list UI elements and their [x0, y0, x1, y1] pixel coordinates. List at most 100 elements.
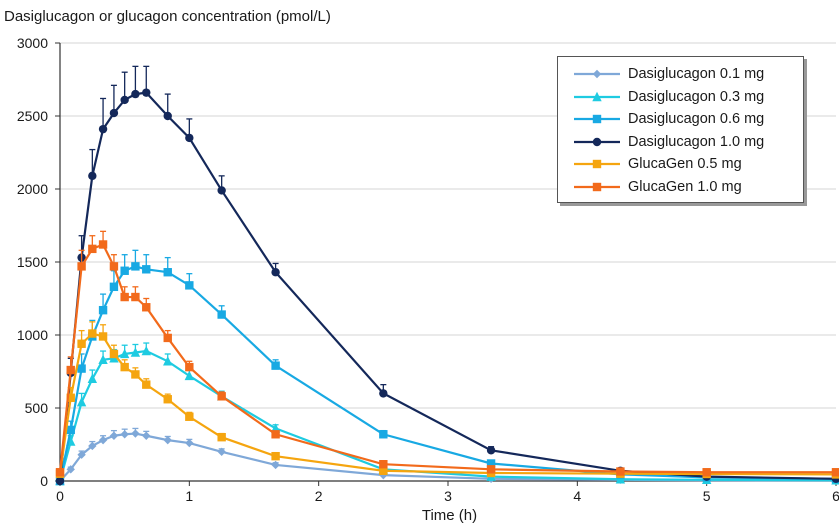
data-point [271, 268, 280, 277]
y-tick-label: 1000 [17, 327, 48, 343]
data-point [217, 447, 226, 456]
data-point [142, 303, 151, 312]
data-point [271, 451, 280, 461]
data-point [98, 332, 108, 341]
data-point [379, 460, 388, 469]
legend: Dasiglucagon 0.1 mg Dasiglucagon 0.3 mg Da… [557, 56, 804, 203]
data-point [88, 329, 97, 338]
data-point [379, 389, 388, 398]
data-point [163, 333, 172, 343]
data-point [98, 124, 108, 134]
x-axis-label: Time (h) [421, 507, 478, 524]
legend-label: GlucaGen 0.5 mg [628, 156, 742, 173]
x-tick-label: 4 [573, 488, 581, 504]
data-point [131, 89, 140, 99]
data-point [142, 380, 151, 389]
legend-swatch [574, 182, 620, 191]
data-point [379, 430, 388, 439]
data-point [185, 281, 194, 290]
data-point [217, 392, 226, 401]
data-point [109, 282, 119, 292]
data-point [109, 349, 119, 359]
data-point [98, 435, 108, 445]
data-point [185, 412, 194, 421]
data-point [163, 268, 172, 277]
data-point [55, 468, 65, 477]
data-point [120, 292, 129, 302]
data-point [55, 476, 65, 486]
legend-entry: Dasiglucagon 0.6 mg [572, 108, 803, 131]
data-point [163, 435, 172, 445]
legend-swatch-marker [592, 160, 602, 169]
data-point [271, 361, 280, 370]
data-point [141, 345, 151, 356]
data-point [702, 468, 711, 477]
data-point [163, 395, 172, 404]
y-tick-label: 3000 [17, 35, 48, 51]
series-3 [55, 65, 839, 486]
legend-swatch [574, 137, 620, 146]
x-tick-label: 0 [56, 488, 64, 504]
data-point [142, 431, 151, 440]
y-tick-label: 500 [25, 400, 49, 416]
data-point [98, 354, 108, 365]
y-tick-label: 2000 [17, 181, 48, 197]
data-point [185, 133, 194, 143]
data-point [185, 362, 194, 372]
legend-label: Dasiglucagon 0.1 mg [628, 66, 765, 83]
series-2 [55, 249, 839, 486]
data-point [486, 465, 496, 474]
data-point [131, 370, 140, 379]
data-point [217, 186, 226, 195]
data-point [184, 370, 195, 381]
y-tick-label: 0 [40, 473, 48, 489]
data-point [87, 373, 98, 383]
data-point [77, 339, 86, 348]
series-5 [55, 230, 839, 477]
x-tick-label: 1 [185, 488, 193, 504]
legend-swatch-marker [592, 137, 602, 146]
legend-entry: GlucaGen 0.5 mg [572, 153, 803, 176]
legend-swatch-marker [592, 91, 602, 101]
legend-entry: Dasiglucagon 0.1 mg [572, 63, 803, 86]
data-point [66, 465, 75, 474]
series-1 [55, 342, 839, 486]
y-tick-label: 1500 [17, 254, 48, 270]
series-line [58, 332, 837, 476]
legend-label: Dasiglucagon 0.3 mg [628, 88, 765, 105]
data-point [615, 474, 626, 484]
legend-swatch [574, 115, 620, 124]
x-tick-label: 6 [832, 488, 839, 504]
legend-label: Dasiglucagon 1.0 mg [628, 133, 765, 150]
data-point [120, 362, 129, 372]
legend-swatch [574, 91, 620, 101]
data-point [109, 262, 119, 271]
data-point [142, 88, 151, 97]
data-point [88, 244, 97, 254]
data-point [77, 364, 86, 373]
data-point [119, 348, 130, 359]
legend-entry: Dasiglucagon 1.0 mg [572, 131, 803, 154]
legend-label: GlucaGen 1.0 mg [628, 178, 742, 195]
data-point [379, 466, 388, 475]
y-tick-label: 2500 [17, 108, 48, 124]
data-point [120, 430, 129, 439]
series-line [58, 91, 837, 482]
legend-label: Dasiglucagon 0.6 mg [628, 111, 765, 128]
data-point [616, 467, 625, 476]
data-point [486, 459, 496, 468]
series-group [55, 65, 839, 486]
data-point [98, 240, 108, 249]
data-point [131, 292, 140, 302]
data-point [76, 396, 87, 407]
legend-swatch-marker [592, 115, 602, 124]
data-point [163, 111, 172, 121]
legend-swatch [574, 160, 620, 169]
y-tick-labels: 0 500 1000 1500 2000 2500 3000 [17, 35, 48, 489]
x-tick-labels: 0 1 2 3 4 5 6 [56, 488, 839, 504]
legend-entry: Dasiglucagon 0.3 mg [572, 86, 803, 109]
data-point [142, 265, 151, 274]
data-point [131, 262, 140, 271]
series-line [58, 349, 837, 482]
legend-swatch [574, 70, 620, 79]
